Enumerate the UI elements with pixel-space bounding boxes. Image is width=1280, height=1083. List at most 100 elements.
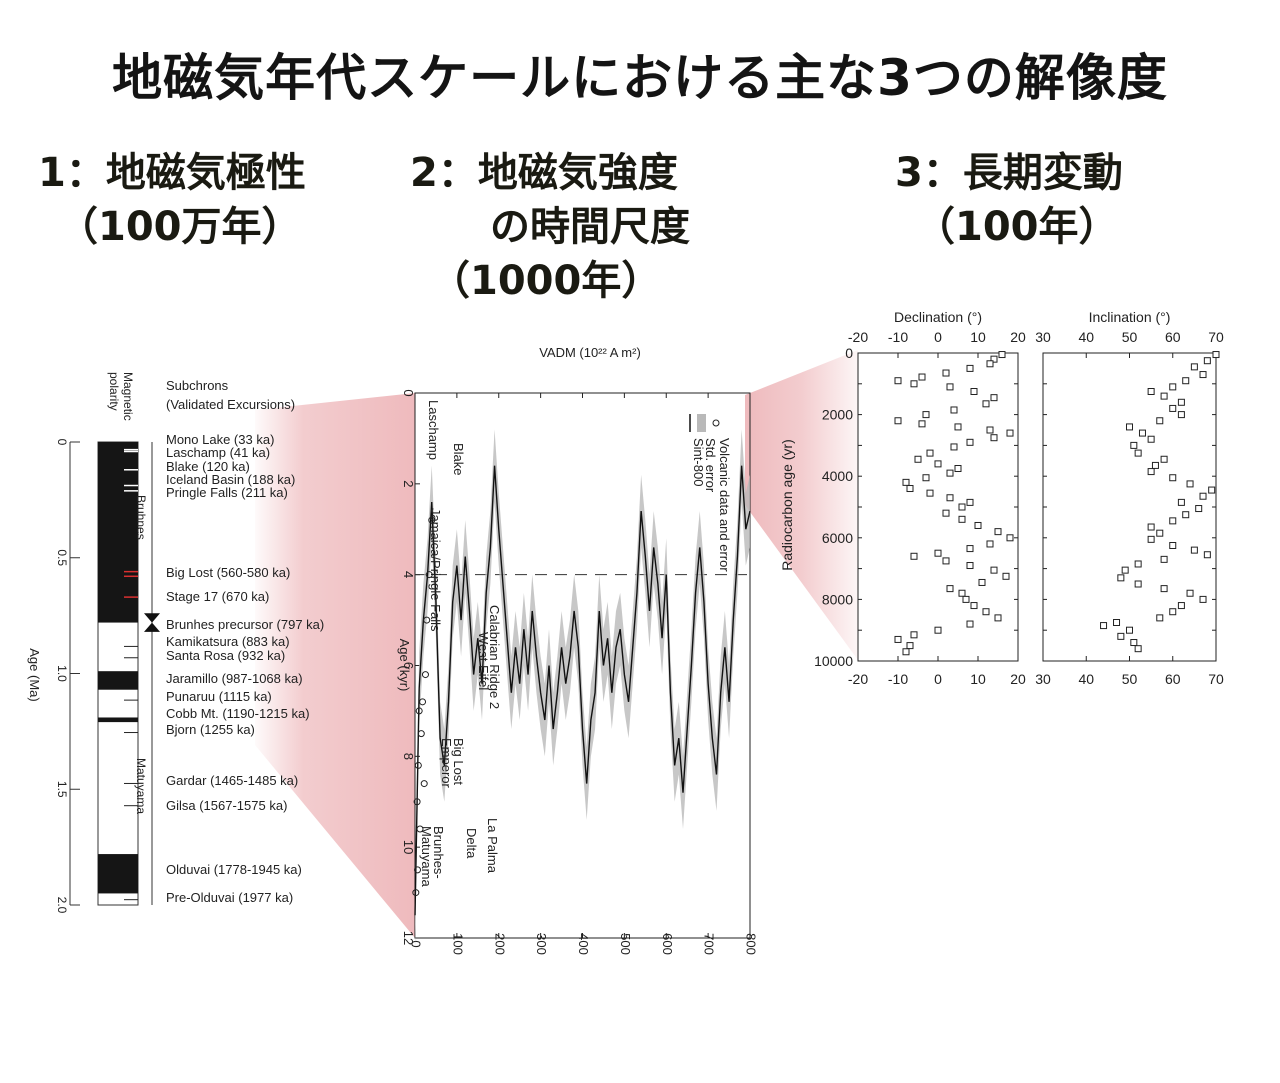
age-tick-label: 1.5 [55, 781, 69, 798]
volcanic-point [421, 671, 429, 679]
heading-line: （100万年） [38, 204, 302, 250]
heading-line: （100年） [895, 204, 1119, 250]
age-tick-label: 700 [702, 933, 717, 955]
age-tick-label: 0 [55, 439, 69, 446]
event-label: Gilsa (1567-1575 ka) [166, 798, 287, 813]
data-point [1190, 546, 1198, 554]
data-point [986, 426, 994, 434]
data-point [970, 602, 978, 610]
volcanic-point [420, 780, 428, 788]
data-point [1147, 523, 1155, 531]
y-tick-label: 8000 [822, 591, 853, 607]
data-point [1002, 572, 1010, 580]
legend-swatch [712, 419, 720, 427]
data-point [982, 400, 990, 408]
data-point [990, 566, 998, 574]
data-point [1130, 639, 1138, 647]
chron-label: Bruhnes [134, 495, 148, 540]
data-point [934, 549, 942, 557]
data-point [990, 394, 998, 402]
volcanic-point [414, 761, 422, 769]
normal-polarity-block [98, 671, 138, 690]
plot-frame [857, 352, 1019, 662]
data-point [1177, 498, 1185, 506]
event-label: Bjorn (1255 ka) [166, 722, 255, 737]
page-title: 地磁気年代スケールにおける主な3つの解像度 [112, 49, 1168, 107]
age-axis-label: Age (Ma) [27, 648, 42, 701]
heading-secular: 3：長期変動 （100年） [895, 146, 1123, 254]
data-point [946, 585, 954, 593]
data-point [1203, 551, 1211, 559]
annotation-label: La Palma [485, 818, 500, 874]
data-point [1160, 455, 1168, 463]
age-tick-label: 600 [660, 933, 675, 955]
x-tick-label: 70 [1208, 329, 1224, 345]
event-label: Laschamp (41 ka) [166, 445, 270, 460]
data-point [1160, 585, 1168, 593]
data-point [1113, 619, 1121, 626]
x-tick-label: -10 [888, 671, 908, 687]
data-point [1006, 534, 1014, 542]
data-point [994, 614, 1002, 622]
age-tick-label: 300 [534, 933, 549, 955]
age-tick-label: 800 [744, 933, 759, 955]
data-point [966, 364, 974, 372]
x-tick-label: 50 [1122, 329, 1138, 345]
data-point [966, 498, 974, 506]
y-tick-label: 10000 [814, 653, 853, 669]
data-point [966, 562, 974, 570]
data-point [1169, 383, 1177, 391]
data-point [942, 369, 950, 377]
x-tick-label: 10 [970, 671, 986, 687]
data-point [906, 642, 914, 650]
zoom-wedge-2 [745, 350, 858, 660]
data-point [1156, 529, 1164, 537]
normal-polarity-block [98, 442, 138, 623]
data-point [942, 557, 950, 565]
data-point [1126, 626, 1133, 634]
y-tick-label: 0 [845, 345, 853, 361]
xlabel: VADM (10²² A m²) [539, 345, 641, 360]
y-tick-label: 2000 [822, 407, 853, 423]
volcanic-point [414, 866, 422, 874]
data-point [1100, 622, 1108, 630]
data-point [918, 373, 926, 381]
data-point [906, 485, 914, 493]
data-point [902, 648, 910, 656]
data-point [918, 420, 926, 428]
list-header: (Validated Excursions) [166, 397, 295, 412]
vadm-tick-label: 8 [401, 753, 416, 760]
annotation-label: Blake [451, 443, 466, 476]
data-point [1169, 542, 1177, 549]
legend-label: Volcanic data and error [717, 438, 732, 572]
age-tick-label: 500 [618, 933, 633, 955]
data-point [1169, 474, 1177, 482]
data-point [986, 540, 994, 548]
chron-label: Matuyama [134, 758, 148, 814]
data-point [894, 417, 902, 425]
chart-title: Inclination (°) [1089, 309, 1171, 325]
zoom-wedge-1 [255, 393, 415, 938]
x-tick-label: 70 [1208, 671, 1224, 687]
data-point [1195, 505, 1203, 513]
data-point [894, 635, 902, 643]
age-tick-label: 200 [492, 933, 507, 955]
event-label: Cobb Mt. (1190-1215 ka) [166, 706, 310, 721]
data-point [1169, 404, 1177, 412]
data-point [958, 589, 966, 597]
data-point [910, 631, 918, 639]
data-point [1126, 423, 1133, 431]
x-tick-label: 10 [970, 329, 986, 345]
data-point [994, 528, 1002, 536]
data-point [946, 494, 954, 502]
plot-frame [1042, 352, 1217, 662]
data-point [982, 608, 990, 616]
data-point [986, 360, 994, 368]
x-tick-label: 20 [1010, 671, 1026, 687]
age-tick-label: 0.5 [55, 549, 69, 566]
event-label: Iceland Basin (188 ka) [166, 472, 295, 487]
data-point [950, 443, 958, 451]
annotation-label: Emperor [439, 738, 454, 789]
data-point [1156, 417, 1164, 425]
list-header: Subchrons [166, 378, 229, 393]
